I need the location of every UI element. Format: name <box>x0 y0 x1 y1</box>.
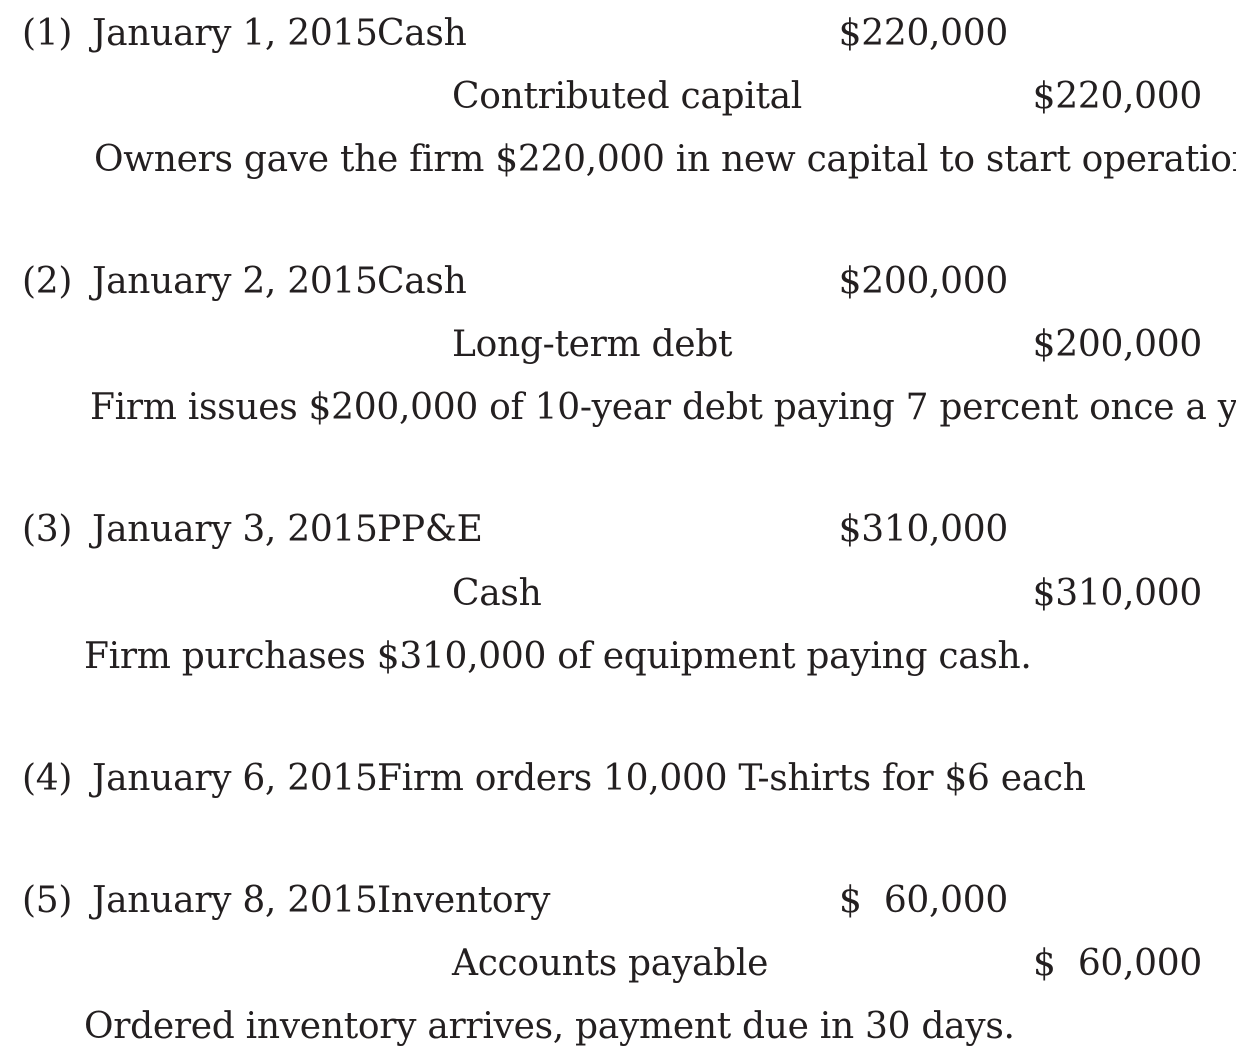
debit-account: Inventory <box>377 880 551 921</box>
credit-account: Accounts payable <box>452 943 769 984</box>
debit-account: Cash <box>377 13 467 54</box>
entry-number: (4) <box>22 758 73 799</box>
credit-amount: $200,000 <box>1032 324 1203 365</box>
entry-description: Ordered inventory arrives, payment due i… <box>84 1006 1015 1047</box>
credit-amount: $ 60,000 <box>1032 943 1202 984</box>
entry-date: January 1, 2015 <box>92 13 378 54</box>
debit-amount: $310,000 <box>838 509 1009 550</box>
credit-amount: $220,000 <box>1032 76 1203 117</box>
entry-date: January 2, 2015 <box>92 261 378 302</box>
entry-number: (2) <box>22 261 73 302</box>
entry-description: Firm purchases $310,000 of equipment pay… <box>84 636 1032 677</box>
entry-date: January 6, 2015 <box>92 758 378 799</box>
entry-number: (1) <box>22 13 73 54</box>
debit-amount: $200,000 <box>838 261 1009 302</box>
credit-account: Cash <box>452 573 542 614</box>
debit-amount: $220,000 <box>838 13 1009 54</box>
debit-account: Cash <box>377 261 467 302</box>
entry-number: (3) <box>22 509 73 550</box>
entry-description: Firm issues $200,000 of 10-year debt pay… <box>90 387 1236 428</box>
entry-date: January 8, 2015 <box>92 880 378 921</box>
entry-note: Firm orders 10,000 T-shirts for $6 each <box>377 758 1086 799</box>
credit-account: Long-term debt <box>452 324 733 365</box>
entry-description: Owners gave the firm $220,000 in new cap… <box>94 139 1236 180</box>
debit-amount: $ 60,000 <box>838 880 1008 921</box>
entry-date: January 3, 2015 <box>92 509 378 550</box>
credit-amount: $310,000 <box>1032 573 1203 614</box>
debit-account: PP&E <box>377 509 483 550</box>
entry-number: (5) <box>22 880 73 921</box>
credit-account: Contributed capital <box>452 76 803 117</box>
